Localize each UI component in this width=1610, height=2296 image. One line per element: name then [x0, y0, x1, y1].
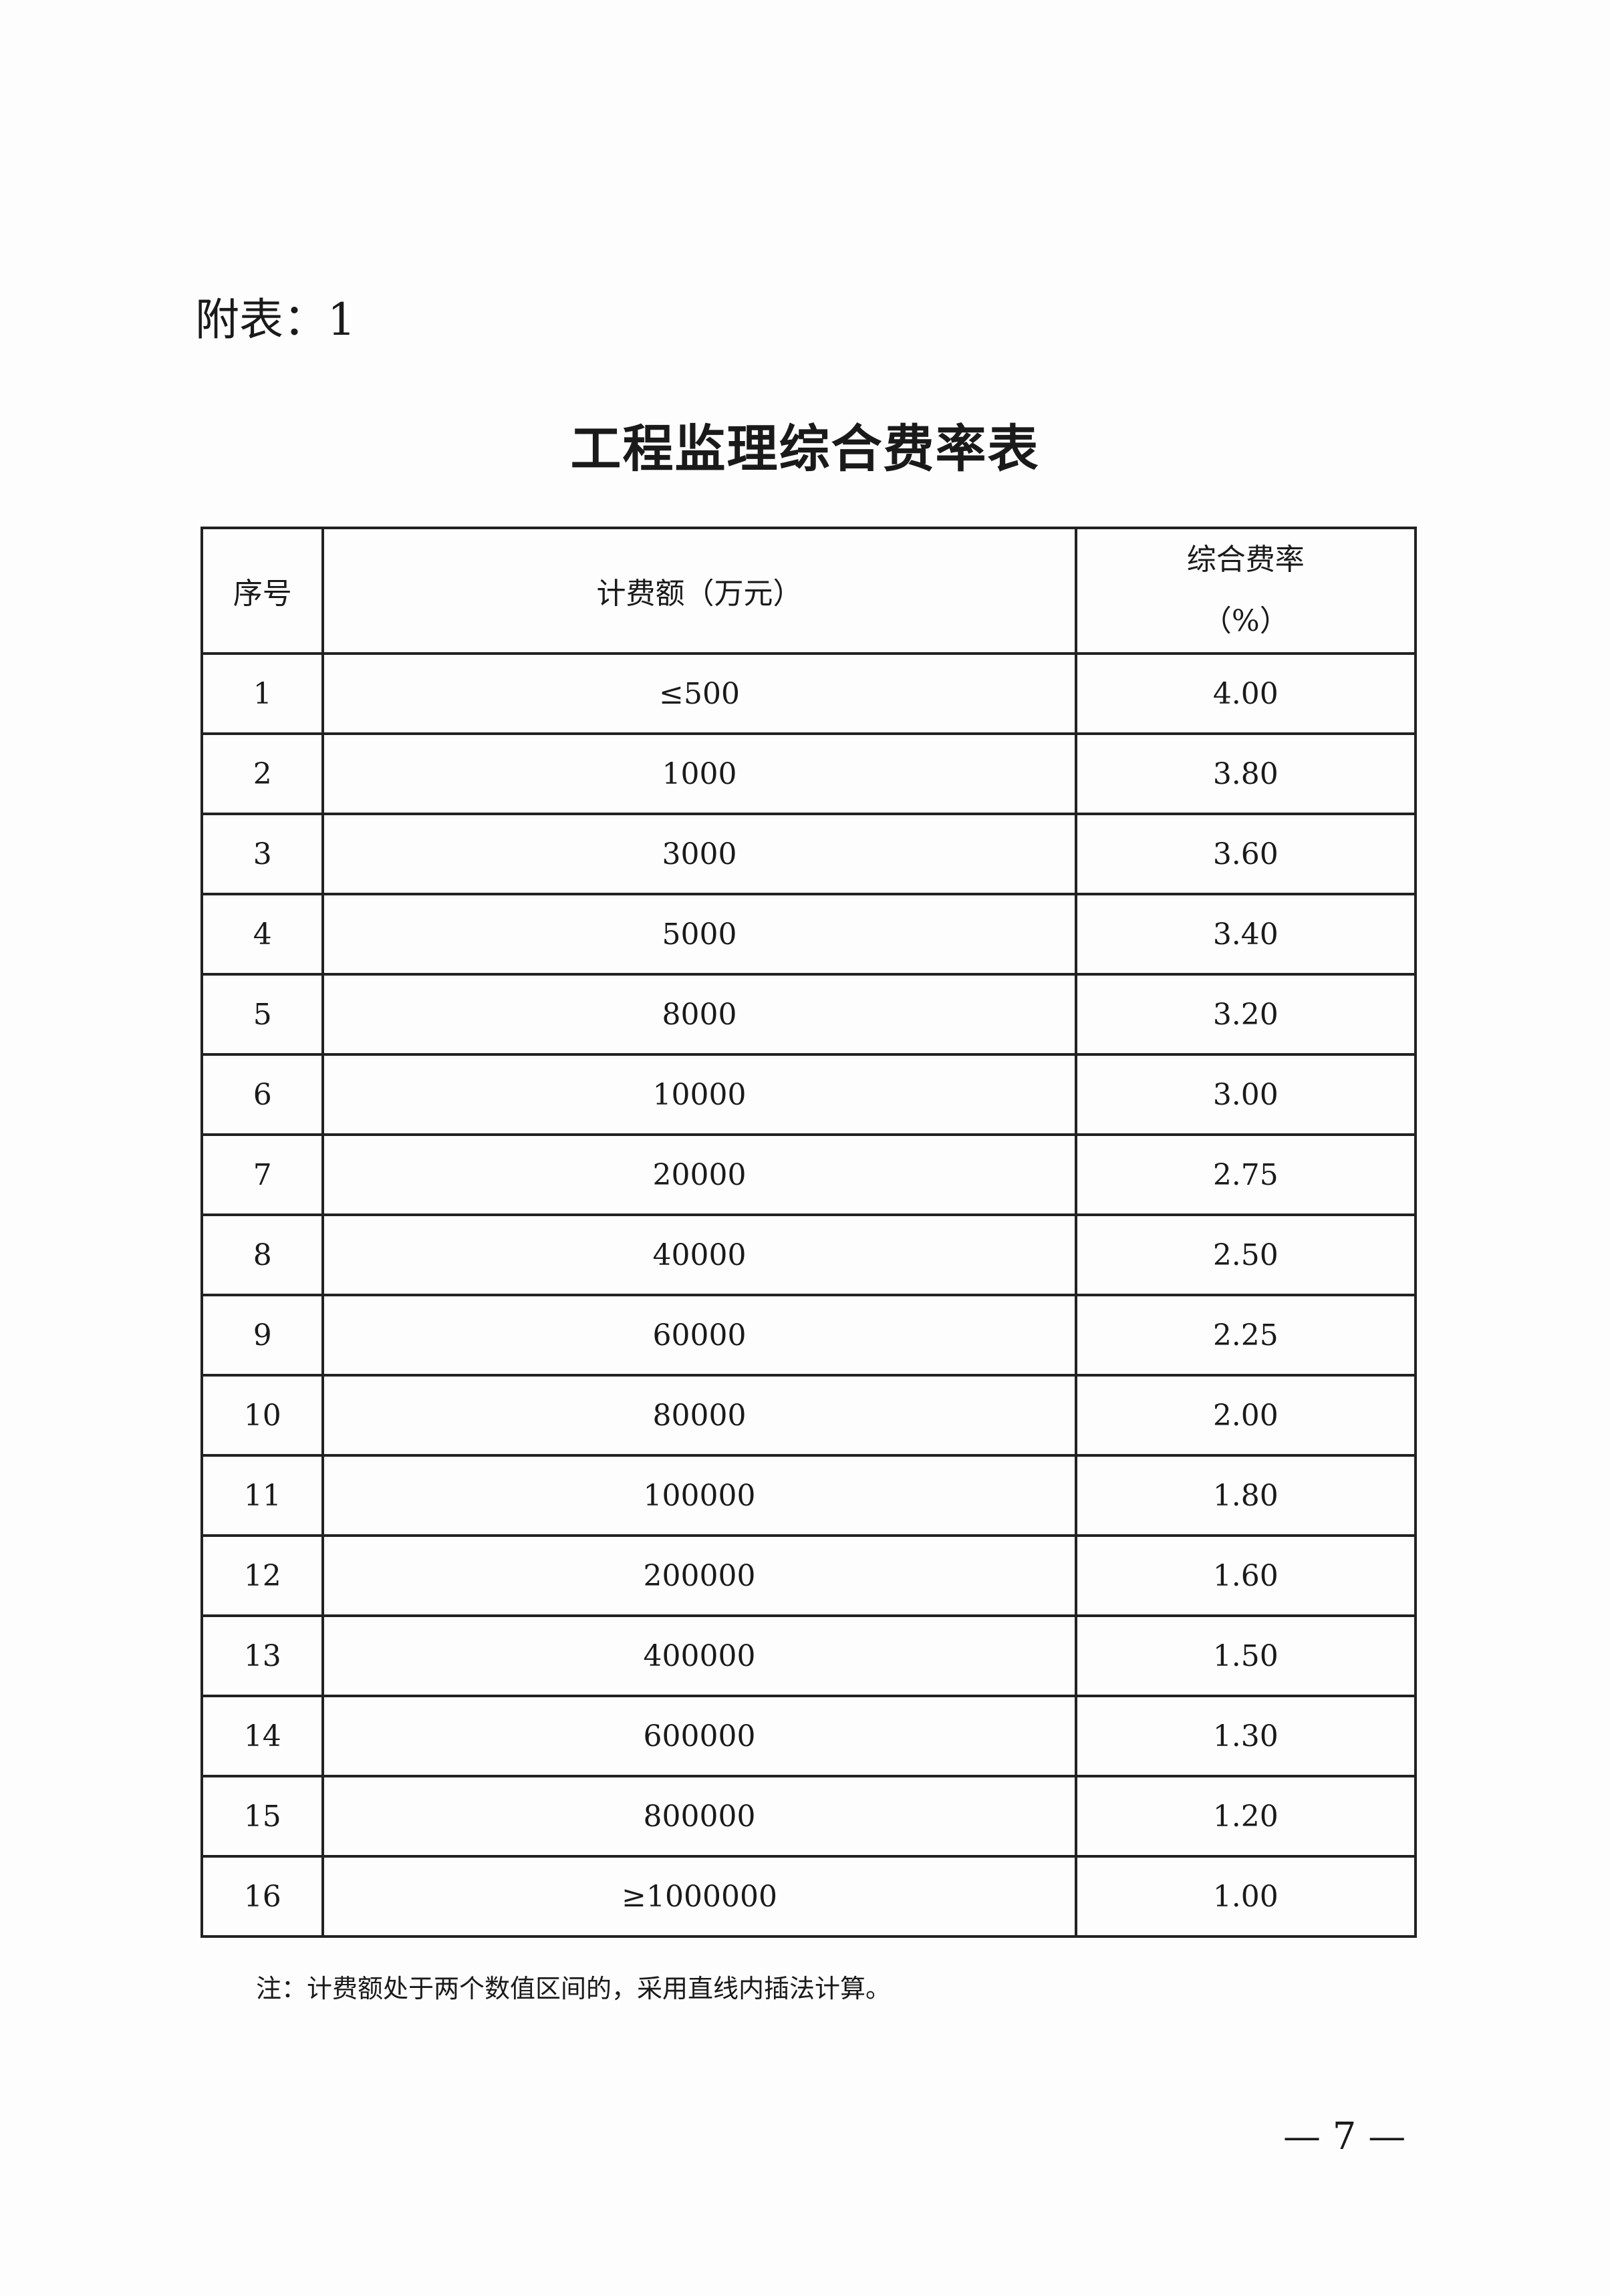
page-title: 工程监理综合费率表	[570, 419, 1040, 478]
cell-rate: 3.80	[1074, 732, 1418, 815]
cell-fee-base: 40000	[321, 1213, 1077, 1296]
cell-rate: 3.20	[1074, 973, 1418, 1056]
cell-fee-base: 80000	[321, 1374, 1077, 1457]
cell-rate: 3.40	[1074, 893, 1418, 976]
cell-fee-base: 100000	[321, 1454, 1077, 1537]
cell-index: 13	[200, 1614, 325, 1697]
cell-fee-base: 3000	[321, 813, 1077, 895]
cell-fee-base: 400000	[321, 1614, 1077, 1697]
table-row: 10 80000 2.00	[200, 1374, 1418, 1457]
cell-fee-base: 20000	[321, 1133, 1077, 1216]
cell-fee-base: 800000	[321, 1775, 1077, 1858]
table-row: 7 20000 2.75	[200, 1133, 1418, 1216]
header-rate: 综合费率 （%）	[1074, 527, 1418, 655]
cell-index: 16	[200, 1855, 325, 1938]
cell-index: 2	[200, 732, 325, 815]
cell-rate: 4.00	[1074, 652, 1418, 735]
table-row: 13 400000 1.50	[200, 1614, 1418, 1697]
table-row: 14 600000 1.30	[200, 1695, 1418, 1777]
cell-index: 9	[200, 1294, 325, 1377]
cell-index: 14	[200, 1695, 325, 1777]
cell-rate: 1.00	[1074, 1855, 1418, 1938]
table-header-row: 序号 计费额（万元） 综合费率 （%）	[200, 527, 1418, 655]
attachment-label: 附表：1	[195, 294, 356, 345]
cell-index: 12	[200, 1534, 325, 1617]
table-row: 5 8000 3.20	[200, 973, 1418, 1056]
cell-fee-base: 600000	[321, 1695, 1077, 1777]
table-row: 9 60000 2.25	[200, 1294, 1418, 1377]
cell-index: 5	[200, 973, 325, 1056]
cell-index: 7	[200, 1133, 325, 1216]
header-index: 序号	[200, 527, 325, 655]
cell-index: 10	[200, 1374, 325, 1457]
cell-index: 8	[200, 1213, 325, 1296]
cell-fee-base: 1000	[321, 732, 1077, 815]
cell-fee-base: 5000	[321, 893, 1077, 976]
table-row: 4 5000 3.40	[200, 893, 1418, 976]
table-row: 8 40000 2.50	[200, 1213, 1418, 1296]
cell-rate: 3.60	[1074, 813, 1418, 895]
cell-rate: 2.00	[1074, 1374, 1418, 1457]
cell-index: 15	[200, 1775, 325, 1858]
cell-fee-base: 200000	[321, 1534, 1077, 1617]
cell-rate: 1.60	[1074, 1534, 1418, 1617]
table-row: 1 ≤500 4.00	[200, 652, 1418, 735]
cell-rate: 1.80	[1074, 1454, 1418, 1537]
table-row: 11 100000 1.80	[200, 1454, 1418, 1537]
header-rate-line1: 综合费率	[1186, 543, 1305, 577]
header-fee-base: 计费额（万元）	[321, 527, 1077, 655]
cell-rate: 1.30	[1074, 1695, 1418, 1777]
cell-rate: 1.50	[1074, 1614, 1418, 1697]
cell-index: 4	[200, 893, 325, 976]
footnote: 注：计费额处于两个数值区间的，采用直线内插法计算。	[256, 1974, 892, 2003]
table-row: 12 200000 1.60	[200, 1534, 1418, 1617]
fee-rate-table: 序号 计费额（万元） 综合费率 （%） 1 ≤500 4.00 2 1000 3.80 3 3…	[200, 527, 1418, 1938]
table-row: 2 1000 3.80	[200, 732, 1418, 815]
cell-fee-base: 60000	[321, 1294, 1077, 1377]
cell-rate: 2.50	[1074, 1213, 1418, 1296]
cell-rate: 3.00	[1074, 1053, 1418, 1136]
cell-fee-base: ≤500	[321, 652, 1077, 735]
cell-fee-base: 8000	[321, 973, 1077, 1056]
table-row: 6 10000 3.00	[200, 1053, 1418, 1136]
cell-index: 6	[200, 1053, 325, 1136]
cell-index: 3	[200, 813, 325, 895]
cell-fee-base: 10000	[321, 1053, 1077, 1136]
cell-rate: 2.75	[1074, 1133, 1418, 1216]
cell-fee-base: ≥1000000	[321, 1855, 1077, 1938]
cell-index: 11	[200, 1454, 325, 1537]
table-row: 3 3000 3.60	[200, 813, 1418, 895]
table-row: 15 800000 1.20	[200, 1775, 1418, 1858]
page-number: — 7 —	[1283, 2115, 1406, 2158]
cell-rate: 1.20	[1074, 1775, 1418, 1858]
cell-rate: 2.25	[1074, 1294, 1418, 1377]
table-row: 16 ≥1000000 1.00	[200, 1855, 1418, 1938]
header-rate-line2: （%）	[1202, 604, 1289, 638]
cell-index: 1	[200, 652, 325, 735]
